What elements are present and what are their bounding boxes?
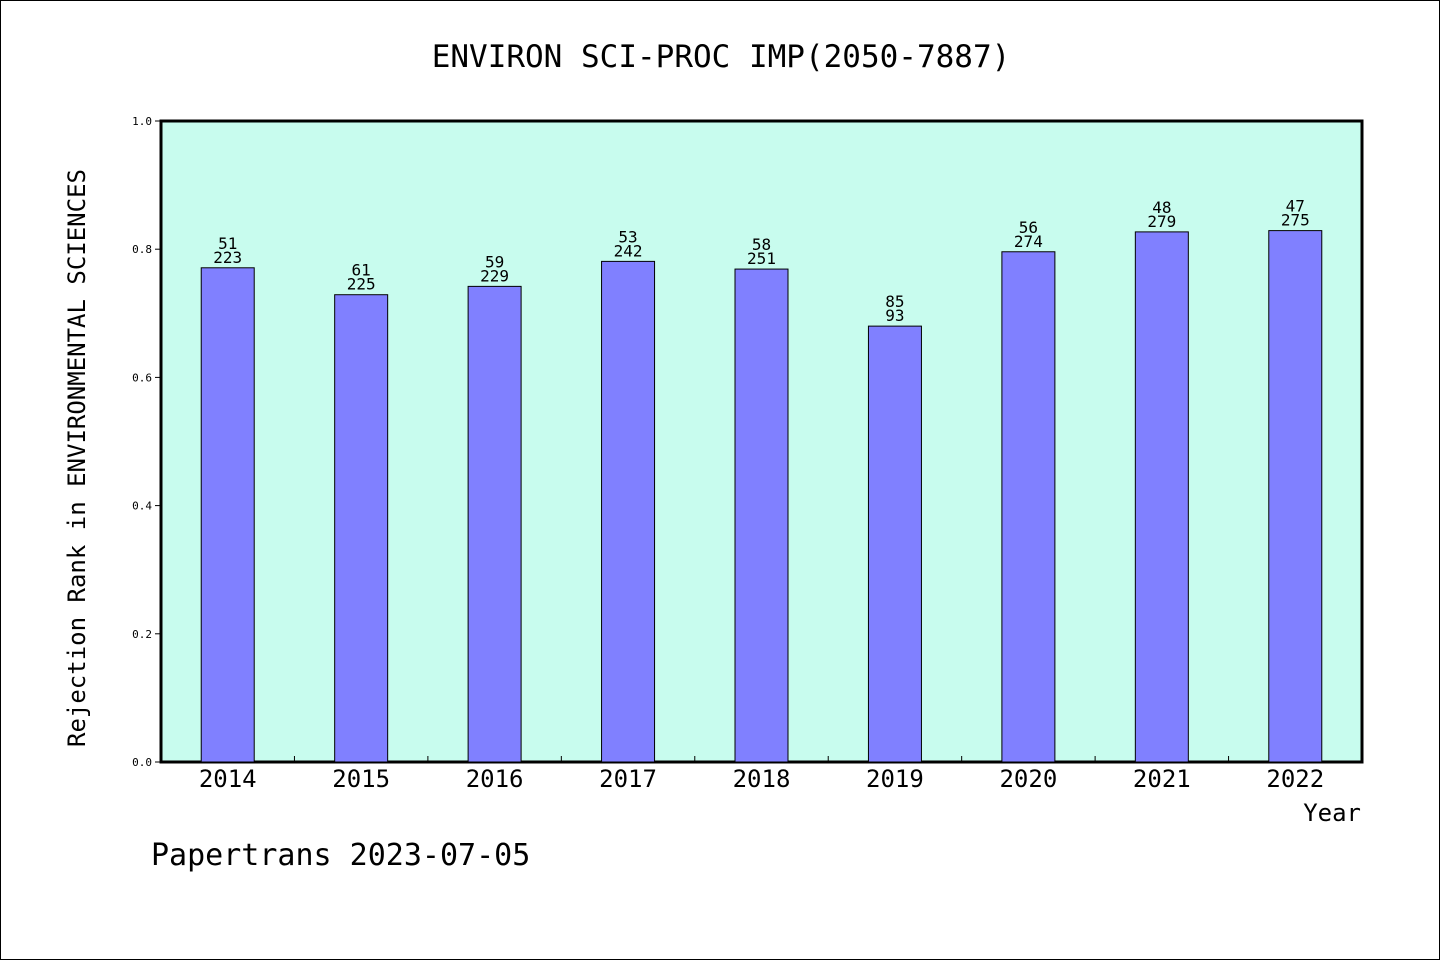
chart-title: ENVIRON SCI-PROC IMP(2050-7887) [432, 39, 1011, 75]
bar-rank-label: 58 [752, 235, 771, 254]
bar-2015 [334, 294, 389, 763]
bar-2018 [734, 268, 789, 763]
bar-rank-label: 51 [218, 234, 237, 253]
x-tick-label: 2022 [1266, 765, 1324, 793]
bar-total-label: 242 [614, 241, 643, 260]
x-tick-label: 2016 [466, 765, 524, 793]
bar-2017 [601, 260, 656, 763]
bar-total-label: 251 [747, 249, 776, 268]
bar-rank-label: 85 [885, 292, 904, 311]
y-tick-label: 0.6 [132, 371, 152, 384]
bar-total-label: 275 [1281, 211, 1310, 230]
x-tick-label: 2021 [1133, 765, 1191, 793]
bar-2019 [867, 325, 922, 763]
bar-rank-label: 53 [618, 227, 637, 246]
y-tick-label: 0.8 [132, 243, 152, 256]
bars [200, 230, 1323, 763]
bar-total-label: 274 [1014, 232, 1043, 251]
y-tick-label: 0.2 [132, 628, 152, 641]
bar-2021 [1134, 231, 1189, 763]
y-axis-label: Rejection Rank in ENVIRONMENTAL SCIENCES [63, 169, 91, 747]
y-axis: 0.0 0.2 0.4 0.6 0.8 1.0 [132, 115, 161, 769]
bar-2016 [467, 285, 522, 763]
x-tick-label: 2015 [332, 765, 390, 793]
bar-2022 [1268, 230, 1323, 763]
x-tick-label: 2020 [999, 765, 1057, 793]
y-tick-label: 0.0 [132, 756, 152, 769]
bar-total-label: 279 [1147, 212, 1176, 231]
bar-total-label: 229 [480, 266, 509, 285]
x-tick-label: 2019 [866, 765, 924, 793]
y-tick-label: 0.4 [132, 500, 152, 513]
footer-text: Papertrans 2023-07-05 [151, 838, 530, 873]
x-tick-label: 2014 [199, 765, 257, 793]
bar-total-label: 93 [885, 306, 904, 325]
x-axis: 2014 2015 2016 2017 2018 2019 2020 2021 2022 [199, 756, 1324, 793]
bar-rank-label: 47 [1286, 197, 1305, 216]
bar-rank-label: 59 [485, 252, 504, 271]
bar-rank-label: 48 [1152, 198, 1171, 217]
bar-2020 [1001, 251, 1056, 763]
bar-2014 [200, 267, 255, 763]
x-tick-label: 2017 [599, 765, 657, 793]
x-axis-label: Year [1303, 799, 1361, 827]
bar-rank-label: 56 [1019, 218, 1038, 237]
bar-rank-label: 61 [352, 261, 371, 280]
bar-total-label: 223 [213, 248, 242, 267]
x-tick-label: 2018 [733, 765, 791, 793]
y-tick-label: 1.0 [132, 115, 152, 128]
bar-total-label: 225 [347, 275, 376, 294]
